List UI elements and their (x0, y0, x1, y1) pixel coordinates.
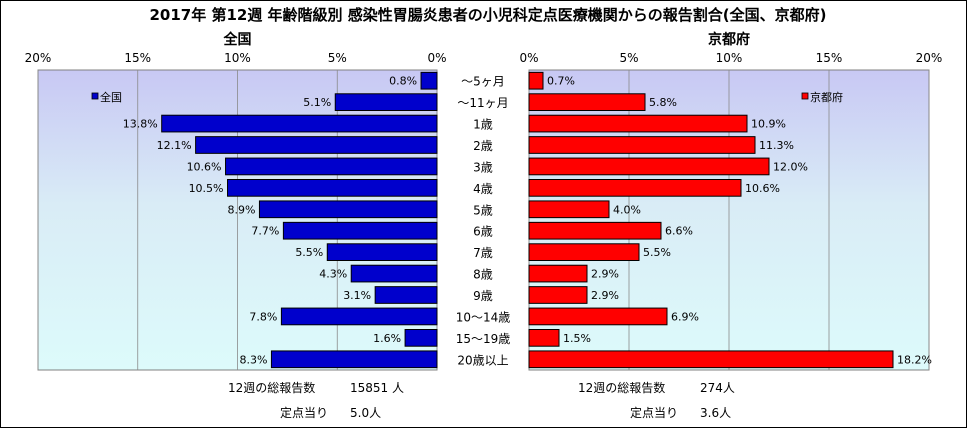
category-label-10: 9歳 (473, 289, 493, 303)
category-label-2: 1歳 (473, 118, 493, 132)
panel-title-1: 京都府 (708, 31, 750, 48)
bar-1-8 (528, 243, 640, 262)
data-label-0-13: 8.3% (239, 353, 267, 366)
bar-0-4 (225, 157, 438, 176)
category-label-11: 10～14歳 (456, 310, 511, 324)
data-label-1-11: 6.9% (671, 310, 699, 323)
data-label-0-12: 1.6% (373, 332, 401, 345)
x-tick-label-0-2: 10% (224, 51, 251, 65)
data-label-0-8: 5.5% (295, 246, 323, 259)
data-label-0-6: 8.9% (227, 203, 255, 216)
category-label-6: 5歳 (473, 203, 493, 217)
legend-label-0: 全国 (100, 90, 122, 104)
data-label-0-5: 10.5% (189, 182, 224, 195)
bar-0-3 (195, 136, 438, 154)
chart-title: 2017年 第12週 年齢階級別 感染性胃腸炎患者の小児科定点医療機関からの報告… (149, 6, 826, 24)
data-label-0-11: 7.8% (249, 310, 277, 323)
bar-1-7 (528, 221, 662, 240)
data-label-0-1: 5.1% (303, 96, 331, 109)
category-label-3: 2歳 (473, 139, 493, 153)
data-label-0-3: 12.1% (157, 139, 192, 152)
bar-1-4 (528, 157, 770, 176)
bar-0-2 (161, 114, 438, 133)
footer-per-label-1: 定点当り (630, 405, 678, 420)
category-label-7: 6歳 (473, 225, 493, 239)
data-label-1-8: 5.5% (643, 246, 671, 259)
data-label-1-3: 11.3% (759, 139, 794, 152)
bar-1-11 (528, 307, 668, 326)
data-label-1-1: 5.8% (649, 96, 677, 109)
bar-1-5 (528, 179, 742, 197)
bar-1-10 (528, 286, 588, 304)
data-label-0-7: 7.7% (251, 225, 279, 238)
category-label-8: 7歳 (473, 246, 493, 260)
footer-total-value-0: 15851 人 (350, 381, 404, 395)
data-label-1-12: 1.5% (563, 332, 591, 345)
data-label-1-10: 2.9% (591, 289, 619, 302)
category-label-4: 3歳 (473, 160, 493, 174)
bar-0-7 (282, 221, 438, 240)
category-label-12: 15～19歳 (456, 332, 511, 346)
bar-1-0 (528, 71, 544, 90)
x-tick-label-0-4: 20% (25, 51, 52, 65)
category-label-9: 8歳 (473, 268, 493, 282)
bar-0-0 (420, 71, 438, 90)
bar-0-5 (227, 179, 438, 197)
footer-per-label-0: 定点当り (280, 405, 328, 420)
bar-1-2 (528, 114, 748, 133)
bar-0-11 (280, 307, 438, 326)
panel-title-0: 全国 (223, 31, 252, 48)
bar-0-12 (404, 329, 438, 347)
data-label-1-7: 6.6% (665, 225, 693, 238)
bar-0-1 (334, 93, 438, 111)
x-tick-label-1-2: 10% (716, 51, 743, 65)
footer-total-value-1: 274人 (700, 381, 735, 395)
x-tick-label-0-1: 5% (328, 51, 347, 65)
data-label-0-10: 3.1% (343, 289, 371, 302)
bar-1-12 (528, 329, 560, 347)
x-tick-label-1-0: 0% (519, 51, 538, 65)
data-label-1-4: 12.0% (773, 160, 808, 173)
x-tick-label-1-1: 5% (619, 51, 638, 65)
bar-1-13 (528, 350, 894, 369)
data-label-1-5: 10.6% (745, 182, 780, 195)
data-label-1-13: 18.2% (897, 353, 932, 366)
legend-label-1: 京都府 (810, 90, 843, 104)
bar-0-13 (270, 350, 438, 369)
x-tick-label-1-4: 20% (916, 51, 943, 65)
bar-1-6 (528, 200, 610, 219)
bar-0-10 (374, 286, 438, 304)
bar-1-3 (528, 136, 756, 154)
data-label-0-9: 4.3% (319, 268, 347, 281)
data-label-1-6: 4.0% (613, 203, 641, 216)
footer-per-value-0: 5.0人 (350, 406, 381, 420)
bar-0-6 (258, 200, 438, 219)
data-label-1-9: 2.9% (591, 268, 619, 281)
x-tick-label-0-3: 15% (124, 51, 151, 65)
data-label-0-4: 10.6% (187, 160, 222, 173)
category-label-13: 20歳以上 (457, 353, 508, 367)
bar-0-8 (326, 243, 438, 262)
footer-per-value-1: 3.6人 (700, 406, 731, 420)
data-label-1-2: 10.9% (751, 118, 786, 131)
category-label-5: 4歳 (473, 182, 493, 196)
legend-swatch-1 (801, 92, 809, 100)
data-label-1-0: 0.7% (547, 75, 575, 88)
category-label-1: ～11ヶ月 (457, 96, 508, 110)
legend-swatch-0 (91, 92, 99, 100)
footer-total-label-0: 12週の総報告数 (228, 380, 315, 395)
footer-total-label-1: 12週の総報告数 (578, 380, 665, 395)
data-label-0-2: 13.8% (123, 118, 158, 131)
bar-1-1 (528, 93, 646, 111)
category-label-0: ～5ヶ月 (461, 75, 505, 89)
bar-0-9 (350, 264, 438, 283)
bar-1-9 (528, 264, 588, 283)
x-tick-label-0-0: 0% (427, 51, 446, 65)
data-label-0-0: 0.8% (389, 75, 417, 88)
x-tick-label-1-3: 15% (816, 51, 843, 65)
